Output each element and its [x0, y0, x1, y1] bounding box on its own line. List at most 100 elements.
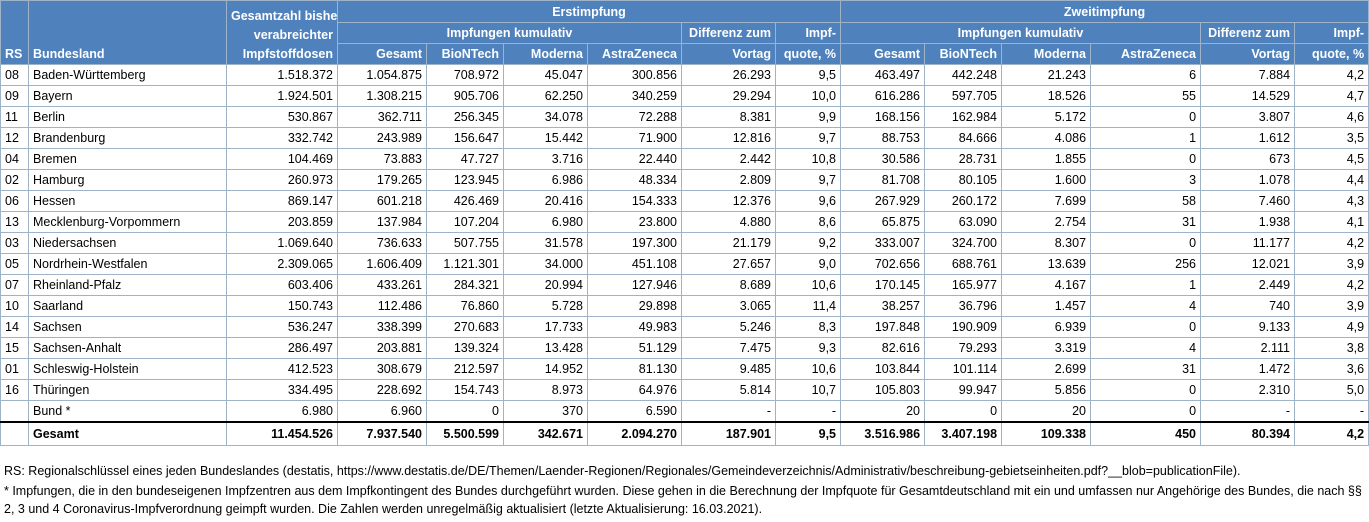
cell-z-az: 58 [1090, 190, 1202, 212]
cell-land: Bayern [28, 85, 227, 107]
cell-e-diff: 4.880 [681, 211, 776, 233]
cell-z-mod: 109.338 [1001, 421, 1092, 446]
cell-z-bio: 597.705 [924, 85, 1003, 107]
cell-e-bio: 708.972 [426, 64, 504, 86]
cell-e-mod: 6.980 [503, 211, 588, 233]
table-row: 06 Hessen 869.147 601.218 426.469 20.416 154.3… [0, 190, 1369, 212]
header-z-differenz-line2: Vortag [1200, 43, 1296, 65]
cell-e-gesamt: 73.883 [337, 148, 427, 170]
cell-e-az: 451.108 [587, 253, 682, 275]
cell-rs: 12 [0, 127, 29, 149]
cell-z-bio: 99.947 [924, 379, 1003, 401]
cell-land: Gesamt [28, 421, 227, 446]
cell-land: Baden-Württemberg [28, 64, 227, 86]
cell-total: 260.973 [226, 169, 338, 191]
cell-total: 869.147 [226, 190, 338, 212]
cell-z-diff: 80.394 [1200, 421, 1296, 446]
cell-rs: 14 [0, 316, 29, 338]
cell-e-quote: 9,5 [774, 421, 842, 446]
cell-e-diff: 26.293 [681, 64, 776, 86]
header-gesamtzahl-line3: Impfstoffdosen [242, 47, 333, 61]
cell-z-diff: 2.111 [1200, 337, 1296, 359]
cell-e-gesamt: 203.881 [337, 337, 427, 359]
cell-e-bio: 905.706 [426, 85, 504, 107]
cell-total: 1.924.501 [226, 85, 338, 107]
cell-e-mod: 20.416 [503, 190, 588, 212]
cell-e-gesamt: 112.486 [337, 295, 427, 317]
cell-z-gesamt: 81.708 [840, 169, 926, 191]
cell-total: 1.518.372 [226, 64, 338, 86]
cell-z-mod: 2.699 [1001, 358, 1092, 380]
header-erstimpfung: Erstimpfung [336, 0, 842, 23]
cell-z-mod: 18.526 [1001, 85, 1092, 107]
header-z-quote-line2: quote, % [1294, 43, 1369, 65]
cell-z-az: 3 [1090, 169, 1202, 191]
cell-land: Berlin [28, 106, 227, 128]
cell-e-mod: 62.250 [503, 85, 588, 107]
cell-z-gesamt: 197.848 [840, 316, 926, 338]
cell-e-quote: 9,7 [774, 169, 842, 191]
cell-e-bio: 123.945 [426, 169, 504, 191]
cell-e-mod: 342.671 [503, 421, 588, 446]
cell-e-az: 197.300 [587, 232, 682, 254]
cell-z-bio: 162.984 [924, 106, 1003, 128]
cell-e-diff: 12.376 [681, 190, 776, 212]
cell-e-quote: 9,9 [774, 106, 842, 128]
cell-rs: 10 [0, 295, 29, 317]
cell-total: 104.469 [226, 148, 338, 170]
header-z-gesamt: Gesamt [840, 43, 926, 65]
cell-rs: 06 [0, 190, 29, 212]
cell-z-mod: 6.939 [1001, 316, 1092, 338]
header-e-biontech: BioNTech [426, 43, 504, 65]
cell-e-mod: 6.986 [503, 169, 588, 191]
cell-z-gesamt: 30.586 [840, 148, 926, 170]
cell-e-mod: 15.442 [503, 127, 588, 149]
cell-e-quote: 10,7 [774, 379, 842, 401]
cell-land: Thüringen [28, 379, 227, 401]
cell-z-diff: 11.177 [1200, 232, 1296, 254]
cell-e-az: 6.590 [587, 400, 682, 423]
cell-z-mod: 20 [1001, 400, 1092, 423]
cell-e-quote: 8,3 [774, 316, 842, 338]
cell-z-quote: - [1294, 400, 1369, 423]
cell-total: 530.867 [226, 106, 338, 128]
cell-z-az: 256 [1090, 253, 1202, 275]
cell-z-mod: 7.699 [1001, 190, 1092, 212]
cell-e-bio: 1.121.301 [426, 253, 504, 275]
cell-z-mod: 2.754 [1001, 211, 1092, 233]
cell-z-quote: 4,3 [1294, 190, 1369, 212]
table-row: Bund * 6.980 6.960 0 370 6.590- -20 0 20 0- - [0, 400, 1369, 423]
cell-z-az: 0 [1090, 106, 1202, 128]
cell-z-bio: 324.700 [924, 232, 1003, 254]
cell-rs: 01 [0, 358, 29, 380]
cell-z-gesamt: 105.803 [840, 379, 926, 401]
cell-z-az: 0 [1090, 148, 1202, 170]
cell-z-gesamt: 82.616 [840, 337, 926, 359]
cell-e-diff: 12.816 [681, 127, 776, 149]
cell-z-gesamt: 38.257 [840, 295, 926, 317]
cell-z-az: 450 [1090, 421, 1202, 446]
cell-total: 334.495 [226, 379, 338, 401]
cell-z-az: 0 [1090, 400, 1202, 423]
cell-e-gesamt: 308.679 [337, 358, 427, 380]
cell-z-bio: 442.248 [924, 64, 1003, 86]
cell-z-bio: 3.407.198 [924, 421, 1003, 446]
cell-z-mod: 1.457 [1001, 295, 1092, 317]
cell-e-az: 23.800 [587, 211, 682, 233]
header-e-differenz-line2: Vortag [681, 43, 776, 65]
cell-e-az: 48.334 [587, 169, 682, 191]
cell-z-bio: 260.172 [924, 190, 1003, 212]
header-z-astrazeneca: AstraZeneca [1090, 43, 1202, 65]
cell-z-bio: 101.114 [924, 358, 1003, 380]
cell-e-az: 154.333 [587, 190, 682, 212]
cell-z-quote: 4,2 [1294, 64, 1369, 86]
cell-z-diff: 740 [1200, 295, 1296, 317]
cell-e-quote: 8,6 [774, 211, 842, 233]
cell-e-gesamt: 137.984 [337, 211, 427, 233]
cell-e-quote: 11,4 [774, 295, 842, 317]
cell-z-quote: 4,4 [1294, 169, 1369, 191]
cell-e-gesamt: 228.692 [337, 379, 427, 401]
header-gesamtzahl: Gesamtzahl bisher verabreichter Impfstof… [226, 0, 338, 65]
cell-e-diff: 2.809 [681, 169, 776, 191]
cell-z-az: 1 [1090, 274, 1202, 296]
